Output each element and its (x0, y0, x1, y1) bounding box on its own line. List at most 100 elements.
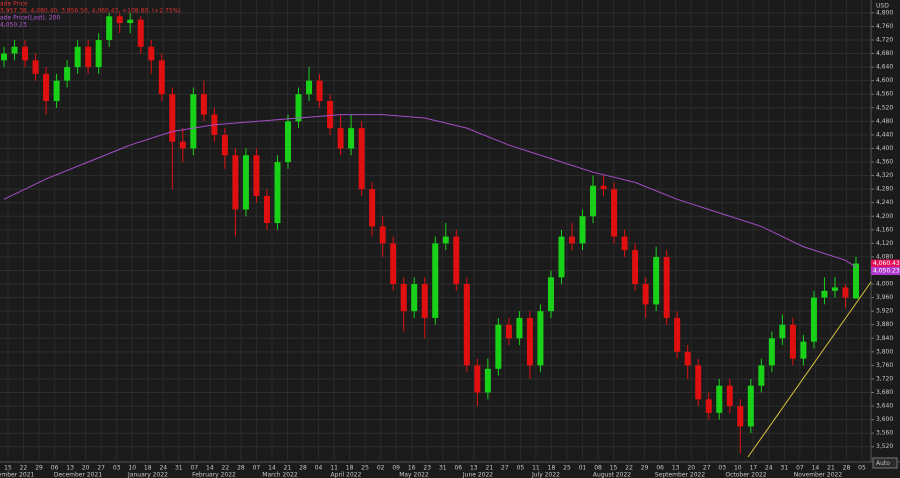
x-tick-label: 21 (486, 465, 494, 472)
candle-body (516, 317, 523, 339)
candle-body (737, 406, 744, 427)
candle-body (821, 290, 828, 298)
candle-body (642, 284, 649, 305)
candle-body (316, 80, 323, 102)
auto-label[interactable]: Auto (876, 460, 890, 467)
candle-body (810, 297, 817, 342)
candle-body (390, 243, 397, 285)
x-tick-label: 02 (377, 465, 385, 472)
candle-body (453, 236, 460, 285)
candle-body (726, 385, 733, 407)
x-tick-label: 27 (703, 465, 711, 472)
candle-body (306, 80, 313, 95)
x-tick-label: 18 (144, 465, 152, 472)
x-tick-label: 03 (718, 465, 726, 472)
candle-body (369, 189, 376, 227)
candle-body (379, 226, 386, 244)
candle-body (663, 256, 670, 318)
candle-body (853, 263, 859, 299)
candle-body (1, 53, 7, 61)
x-tick-label: 18 (548, 465, 556, 472)
x-tick-label: 31 (781, 465, 789, 472)
candle-body (85, 46, 92, 68)
y-tick-label: 4,800 (876, 9, 893, 16)
x-tick-label: 27 (501, 465, 509, 472)
y-tick-label: 4,760 (876, 23, 893, 30)
x-tick-label: 22 (20, 465, 28, 472)
plot (1, 12, 859, 454)
candle-body (148, 46, 155, 61)
x-tick-label: 11 (532, 465, 540, 472)
month-label: August 2022 (593, 472, 631, 478)
candle-body (600, 185, 607, 190)
y-tick-label: 3,560 (876, 430, 893, 437)
x-tick-label: 03 (113, 465, 121, 472)
x-tick-label: 05 (858, 465, 866, 472)
y-tick-label: 4,120 (876, 240, 893, 247)
candle-body (169, 94, 176, 142)
candle-body (695, 365, 702, 400)
y-tick-label: 4,240 (876, 199, 893, 206)
candle-body (263, 195, 270, 224)
candle-body (505, 324, 512, 339)
candle-body (526, 317, 533, 366)
candle-body (831, 287, 838, 291)
x-tick-label: 05 (517, 465, 525, 472)
x-tick-label: 08 (594, 465, 602, 472)
candle-body (22, 46, 29, 61)
month-label: March 2022 (262, 472, 298, 478)
x-tick-label: 21 (284, 465, 292, 472)
y-tick-label: 4,480 (876, 118, 893, 125)
candle-body (127, 19, 134, 24)
month-label: July 2022 (531, 472, 560, 478)
candle-body (11, 46, 18, 54)
candle-body (758, 365, 765, 386)
y-tick-label: 4,320 (876, 172, 893, 179)
candle-body (779, 324, 786, 339)
x-tick-label: 04 (315, 465, 323, 472)
y-tick-label: 3,640 (876, 403, 893, 410)
candle-body (327, 101, 334, 129)
candle-body (32, 60, 39, 74)
candle-body (842, 287, 849, 298)
y-tick-label: 4,440 (876, 131, 893, 138)
month-label: April 2022 (331, 472, 362, 478)
trend-line (747, 281, 872, 458)
y-tick-label: 4,600 (876, 77, 893, 84)
x-tick-label: 24 (765, 465, 773, 472)
y-tick-label: 3,840 (876, 335, 893, 342)
x-tick-label: 25 (563, 465, 571, 472)
month-label: June 2022 (462, 472, 493, 478)
ma-price-tag (871, 267, 900, 276)
candle-body (537, 311, 544, 366)
candle-body (674, 317, 681, 352)
y-tick-label: 3,720 (876, 375, 893, 382)
x-tick-label: 22 (222, 465, 230, 472)
candle-body (64, 67, 71, 81)
legend-entry: ade Price(Last), 200 (0, 15, 60, 22)
candle-body (337, 128, 344, 149)
x-tick-label: 14 (268, 465, 276, 472)
x-tick-label: 18 (346, 465, 354, 472)
x-tick-label: 06 (454, 465, 462, 472)
legend-entry: ade Price (0, 1, 28, 8)
candle-body (421, 284, 428, 318)
candle-body (158, 60, 165, 95)
y-tick-label: 4,640 (876, 64, 893, 71)
x-tick-label: 07 (253, 465, 261, 472)
moving-average-line (3, 114, 857, 268)
candle-body (43, 73, 50, 102)
month-label: February 2022 (192, 472, 236, 478)
candle-body (747, 385, 754, 427)
legend-entry: 4,050.23 (0, 22, 27, 29)
candle-body (285, 121, 291, 163)
candle-body (74, 46, 81, 68)
candle-body (179, 141, 186, 149)
candle-body (632, 250, 639, 285)
x-tick-label: 24 (159, 465, 167, 472)
x-tick-label: 13 (470, 465, 478, 472)
candle-body (705, 399, 712, 413)
auto-button[interactable] (872, 457, 898, 469)
candle-body (579, 216, 586, 244)
